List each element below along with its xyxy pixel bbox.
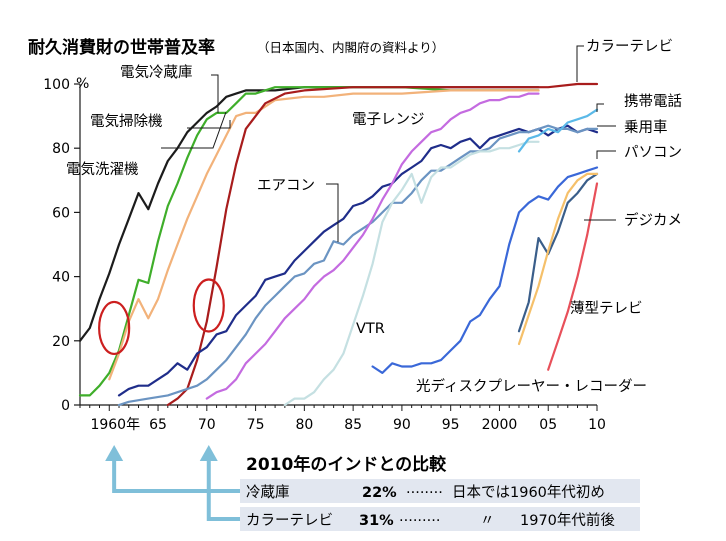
series-line [547, 182, 599, 371]
label-color-tv: カラーテレビ [586, 38, 673, 55]
y-tick-label: 40 [52, 270, 70, 286]
highlight-circle [98, 300, 131, 356]
label-microwave: 電子レンジ [352, 111, 425, 128]
x-tick-label: 05 [539, 417, 557, 433]
label-optical-disc: 光ディスクプレーヤー・レコーダー [416, 377, 647, 395]
label-digicam: デジカメ [624, 211, 682, 229]
series-line [117, 124, 599, 397]
x-tick-label: 10 [588, 417, 606, 433]
label-vtr: VTR [356, 321, 385, 337]
x-tick-label: 65 [149, 417, 167, 433]
leader-color-tv [576, 45, 584, 82]
highlight-circles [98, 278, 225, 356]
x-tick-label: 75 [247, 417, 265, 433]
series-line [517, 108, 599, 153]
chart-title-sub: （日本国内、内閣府の資料より） [257, 40, 444, 55]
label-flat-tv: 薄型テレビ [570, 300, 643, 317]
highlight-circle [192, 278, 225, 333]
label-pc: パソコン [624, 144, 682, 161]
y-tick-label: 60 [52, 205, 70, 221]
x-tick-label: 70 [198, 417, 216, 433]
label-refrigerator: 電気冷蔵庫 [120, 64, 193, 81]
leader-mobile [596, 103, 604, 112]
comparison-arrow-line [112, 457, 240, 493]
label-leaders [161, 45, 616, 242]
leader-pc [596, 150, 616, 159]
x-axis: 1960年 65 70 75 80 85 90 95 2000 05 10 [79, 404, 606, 433]
comparison-item-color-tv: カラーテレビ [246, 512, 333, 529]
x-tick-label: 90 [393, 417, 411, 433]
series-labels: 電気冷蔵庫 電気掃除機 電気洗濯機 カラーテレビ 電子レンジ エアコン VTR … [66, 38, 682, 395]
comparison-ditto-color-tv: 〃 [480, 513, 495, 529]
chart-title-main: 耐久消費財の世帯普及率 [28, 37, 215, 58]
comparison-panel: 2010年のインドとの比較 冷蔵庫 22% ········ 日本では1960年… [240, 454, 640, 531]
series-line [205, 92, 540, 400]
series-line [166, 82, 599, 407]
comparison-title: 2010年のインドとの比較 [246, 454, 447, 475]
series-line [517, 172, 599, 346]
leader-refrigerator [211, 74, 219, 113]
label-car: 乗用車 [624, 119, 668, 136]
comparison-note-refrigerator: 日本では1960年代初め [452, 484, 605, 501]
x-tick-label: 2000 [482, 417, 518, 433]
y-tick-label: 100 [43, 77, 70, 93]
x-tick-label: 80 [295, 417, 313, 433]
leader-vacuum [187, 120, 231, 129]
comparison-arrow-head [105, 445, 124, 461]
comparison-dots-refrigerator: ········ [406, 485, 443, 501]
comparison-pct-color-tv: 31% [359, 513, 394, 529]
series-line [517, 172, 599, 333]
leader-washer [161, 111, 227, 149]
y-tick-label: 80 [52, 141, 70, 157]
y-axis-unit: % [76, 76, 89, 92]
series-line [78, 86, 540, 397]
chart-title: 耐久消費財の世帯普及率 （日本国内、内閣府の資料より） [28, 37, 444, 58]
series-line [371, 166, 599, 374]
series-lines [78, 82, 599, 407]
comparison-row-2-bg [240, 507, 640, 531]
comparison-pct-refrigerator: 22% [362, 485, 397, 501]
label-aircon: エアコン [257, 178, 315, 194]
series-line [108, 89, 540, 381]
label-mobile: 携帯電話 [624, 93, 682, 110]
comparison-row-1-bg [240, 479, 640, 503]
y-axis: 0 20 40 60 80 100 [43, 77, 81, 414]
x-tick-label: 85 [344, 417, 362, 433]
y-tick-label: 20 [52, 334, 70, 350]
comparison-arrows [105, 445, 240, 521]
x-tick-label: 95 [442, 417, 460, 433]
comparison-note-color-tv: 1970年代前後 [520, 512, 615, 529]
y-tick-label: 0 [61, 398, 70, 414]
x-tick-label: 1960年 [90, 417, 140, 433]
label-washer: 電気洗濯機 [66, 161, 139, 178]
comparison-item-refrigerator: 冷蔵庫 [246, 484, 290, 501]
comparison-arrow-head [199, 445, 218, 461]
comparison-arrow-line [206, 457, 240, 521]
comparison-dots-color-tv: ········· [399, 513, 440, 529]
leader-aircon [326, 183, 339, 242]
label-vacuum: 電気掃除機 [90, 112, 163, 130]
series-line [283, 140, 540, 407]
